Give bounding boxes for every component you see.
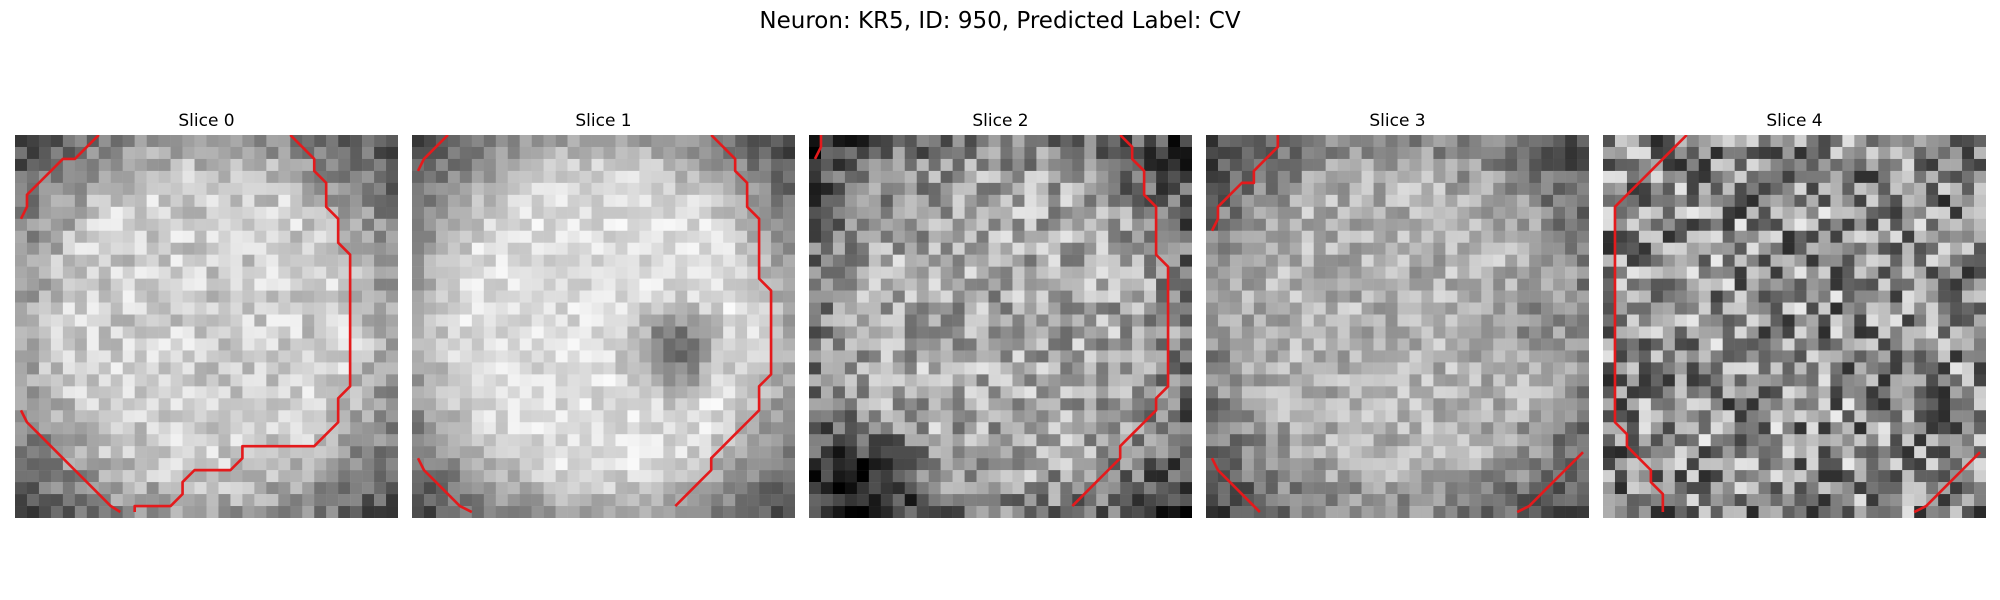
slice-panel-0: Slice 0 (15, 110, 398, 518)
contour-line (813, 135, 823, 160)
contour-line (1210, 457, 1261, 513)
slice-image-0 (15, 135, 398, 518)
contour-line (19, 409, 122, 514)
pixel-grid (1206, 135, 1589, 518)
contour-line (19, 135, 100, 220)
contour-line (133, 135, 352, 513)
slice-image-3 (1206, 135, 1589, 518)
slice-panel-4: Slice 4 (1603, 110, 1986, 518)
slice-title: Slice 0 (178, 111, 235, 131)
pixel-grid (412, 135, 795, 518)
contour-line (416, 457, 473, 514)
contour-line (1516, 451, 1584, 514)
slice-panel-3: Slice 3 (1206, 110, 1589, 518)
contour-line (1071, 135, 1170, 507)
pixel-grid (1603, 135, 1986, 518)
slice-title: Slice 2 (972, 111, 1029, 131)
slice-image-4 (1603, 135, 1986, 518)
slice-title: Slice 3 (1369, 111, 1426, 131)
contour-line (1613, 135, 1688, 513)
slice-title: Slice 1 (575, 111, 632, 131)
slice-title: Slice 4 (1766, 111, 1823, 131)
pixel-grid (15, 135, 398, 518)
slice-panel-1: Slice 1 (412, 110, 795, 518)
slice-panel-2: Slice 2 (809, 110, 1192, 518)
contour-line (416, 135, 449, 172)
contour-line (1913, 451, 1981, 514)
contour-line (674, 135, 773, 507)
slice-image-2 (809, 135, 1192, 518)
slice-image-1 (412, 135, 795, 518)
figure-title: Neuron: KR5, ID: 950, Predicted Label: C… (759, 8, 1241, 34)
contour-line (1210, 135, 1280, 232)
pixel-grid (809, 135, 1192, 518)
